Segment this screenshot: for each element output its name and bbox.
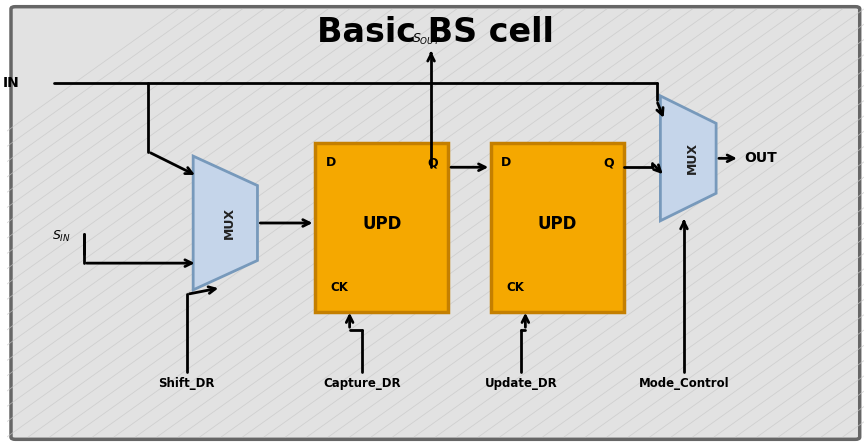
Text: MUX: MUX (686, 142, 699, 174)
Text: D: D (326, 156, 336, 169)
Text: CK: CK (506, 281, 524, 294)
FancyBboxPatch shape (11, 7, 860, 439)
Text: Q: Q (603, 156, 613, 169)
Text: Basic BS cell: Basic BS cell (317, 16, 554, 49)
Text: UPD: UPD (362, 215, 402, 233)
Text: IN: IN (3, 75, 20, 90)
Text: UPD: UPD (537, 215, 577, 233)
FancyBboxPatch shape (315, 143, 448, 312)
FancyBboxPatch shape (491, 143, 624, 312)
Text: Mode_Control: Mode_Control (638, 377, 729, 390)
Text: $S_{OUT}$: $S_{OUT}$ (412, 32, 442, 47)
Text: D: D (501, 156, 511, 169)
Text: $S_{IN}$: $S_{IN}$ (52, 229, 71, 244)
Polygon shape (660, 96, 716, 221)
Text: MUX: MUX (223, 207, 236, 239)
Text: CK: CK (331, 281, 349, 294)
Polygon shape (194, 156, 257, 290)
Text: Q: Q (428, 156, 438, 169)
Text: Capture_DR: Capture_DR (324, 377, 401, 390)
Text: OUT: OUT (744, 151, 777, 165)
Text: Shift_DR: Shift_DR (158, 377, 215, 390)
Text: Update_DR: Update_DR (485, 377, 557, 390)
